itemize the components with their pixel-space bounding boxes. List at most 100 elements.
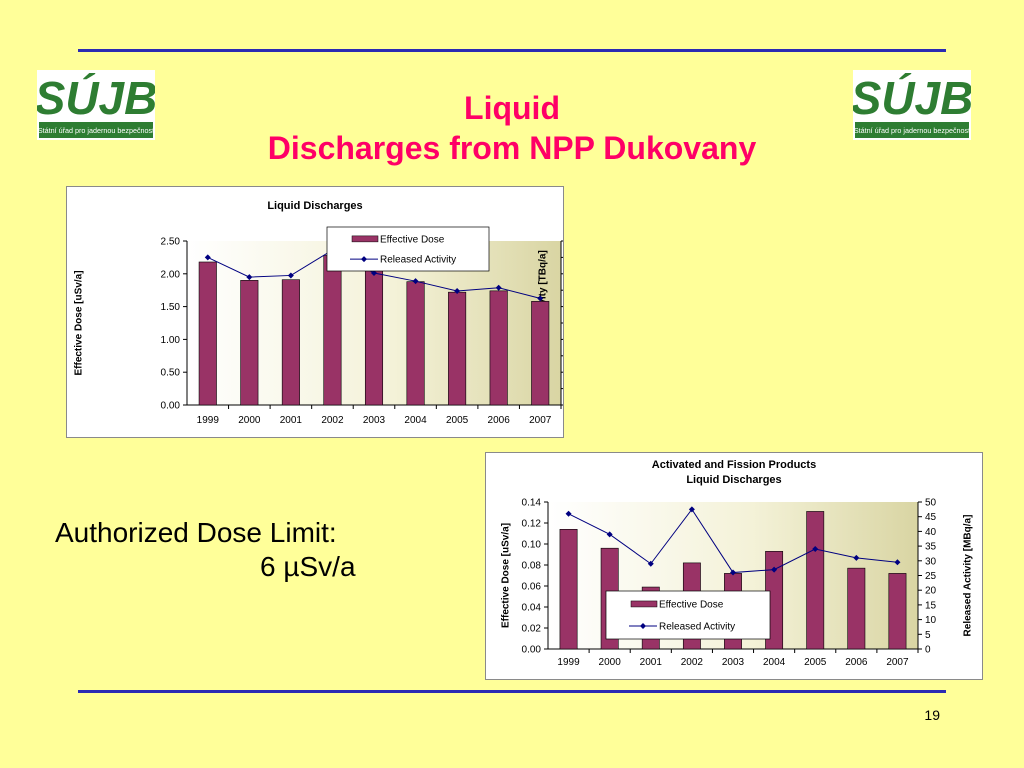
chart-title: Liquid Discharges — [267, 200, 362, 212]
point-2006 — [853, 554, 860, 561]
x-tick-label: 2003 — [722, 657, 745, 668]
legend-label-released-activity: Released Activity — [380, 255, 456, 266]
y2-tick-label: 50 — [925, 498, 937, 509]
legend-swatch-bar — [630, 600, 658, 608]
y2-tick-label: 0 — [925, 645, 931, 656]
dose-limit-label: Authorized Dose Limit: — [55, 517, 337, 548]
y-tick-label: 0.10 — [522, 540, 542, 551]
authorized-dose-limit: Authorized Dose Limit: 6 µSv/a — [55, 516, 475, 584]
x-tick-label: 2000 — [599, 657, 622, 668]
point-2007 — [537, 295, 544, 302]
point-2003 — [371, 269, 377, 276]
point-2005 — [812, 546, 819, 553]
y2-tick-label: 35 — [925, 542, 937, 553]
bar-1999 — [198, 261, 217, 406]
y2-tick-label: 5 — [925, 630, 931, 641]
bar-2007 — [888, 573, 907, 650]
y2-tick-label: 10 — [925, 615, 937, 626]
x-tick-label: 2002 — [681, 657, 704, 668]
legend-label-effective-dose: Effective Dose — [380, 234, 445, 245]
x-tick-label: 2002 — [321, 415, 344, 426]
legend-box — [326, 226, 490, 272]
x-tick-label: 2007 — [529, 415, 552, 426]
chart-title: Activated and Fission Products — [652, 459, 816, 471]
legend-label-released-activity: Released Activity — [659, 622, 735, 633]
y-tick-label: 0.08 — [522, 561, 542, 572]
top-rule — [78, 49, 946, 52]
chart-svg: Activated and Fission Products Liquid Dis… — [500, 459, 973, 668]
bar-2006 — [847, 567, 866, 650]
point-1999 — [565, 510, 572, 517]
point-2001 — [647, 560, 654, 567]
x-tick-label: 2007 — [886, 657, 909, 668]
legend-swatch-bar — [351, 235, 379, 243]
logo-tagline: Státní úřad pro jadernou bezpečnost — [854, 126, 970, 135]
point-2002 — [688, 506, 695, 513]
bar-2005 — [448, 291, 467, 406]
y-tick-label: 1.50 — [161, 302, 181, 313]
x-tick-label: 2000 — [238, 415, 261, 426]
y2-tick-label: 40 — [925, 527, 937, 538]
logo-tagline: Státní úřad pro jadernou bezpečnost — [38, 126, 154, 135]
point-2000 — [606, 531, 613, 538]
y-tick-label: 0.00 — [522, 645, 542, 656]
x-tick-label: 2006 — [845, 657, 868, 668]
point-2004 — [412, 278, 419, 285]
y2-axis-title: Released Activity [MBq/a] — [962, 515, 973, 637]
x-tick-label: 2004 — [404, 415, 427, 426]
page-number: 19 — [924, 707, 940, 723]
bar-2004 — [406, 281, 425, 406]
activated-fission-products-chart: Activated and Fission Products Liquid Dis… — [485, 452, 983, 680]
bar-2000 — [240, 280, 259, 406]
x-tick-label: 2001 — [640, 657, 663, 668]
liquid-discharges-chart: Liquid Discharges 0.00 0.50 1.00 1.50 2.00 2.5… — [66, 186, 564, 438]
x-tick-label: 2006 — [488, 415, 511, 426]
legend-swatch-marker — [361, 256, 367, 263]
slide-title-line1: Liquid — [464, 90, 560, 126]
dose-limit-value: 6 µSv/a — [260, 551, 356, 582]
y-tick-label: 2.50 — [161, 237, 181, 248]
point-2000 — [246, 274, 253, 281]
y2-tick-label: 30 — [925, 556, 937, 567]
legend-label-effective-dose: Effective Dose — [659, 599, 724, 610]
sujb-logo-left: SÚJB Státní úřad pro jadernou bezpečnost — [37, 70, 155, 140]
point-2004 — [771, 566, 778, 573]
y-tick-label: 0.02 — [522, 624, 542, 635]
x-tick-label: 2005 — [446, 415, 469, 426]
point-2005 — [454, 288, 461, 295]
legend-box — [605, 590, 771, 640]
y-tick-label: 1.00 — [161, 335, 181, 346]
x-tick-label: 1999 — [197, 415, 220, 426]
x-tick-label: 2004 — [763, 657, 786, 668]
bar-2005 — [806, 511, 825, 650]
bar-2002 — [323, 255, 342, 406]
y-tick-label: 0.50 — [161, 368, 181, 379]
point-2003 — [730, 569, 736, 576]
bar-2007 — [531, 301, 550, 406]
point-1999 — [204, 254, 211, 261]
x-tick-label: 1999 — [557, 657, 580, 668]
y-tick-label: 0.14 — [522, 498, 542, 509]
y-tick-label: 0.06 — [522, 582, 542, 593]
logo-letters: SÚJB — [853, 72, 971, 124]
legend-swatch-marker — [640, 623, 646, 630]
bar-1999 — [559, 529, 578, 650]
slide-title-line2: Discharges from NPP Dukovany — [267, 130, 757, 166]
bar-2006 — [489, 290, 508, 406]
x-tick-label: 2003 — [363, 415, 386, 426]
y2-tick-label: 25 — [925, 571, 937, 582]
logo-letters: SÚJB — [37, 72, 155, 124]
y-tick-label: 0.12 — [522, 519, 542, 530]
y-tick-label: 0.04 — [522, 603, 542, 614]
sujb-logo-right: SÚJB Státní úřad pro jadernou bezpečnost — [853, 70, 971, 140]
y2-tick-label: 20 — [925, 586, 937, 597]
slide-title: Liquid Discharges from NPP Dukovany — [150, 88, 874, 168]
chart-title: Liquid Discharges — [686, 474, 781, 486]
point-2006 — [495, 284, 502, 291]
x-tick-label: 2005 — [804, 657, 827, 668]
y2-tick-label: 15 — [925, 600, 937, 611]
chart-svg: Liquid Discharges 0.00 0.50 1.00 1.50 2.00 2.5… — [73, 200, 563, 426]
bar-2003 — [364, 270, 384, 406]
y2-tick-label: 45 — [925, 512, 937, 523]
point-2007 — [894, 559, 901, 566]
